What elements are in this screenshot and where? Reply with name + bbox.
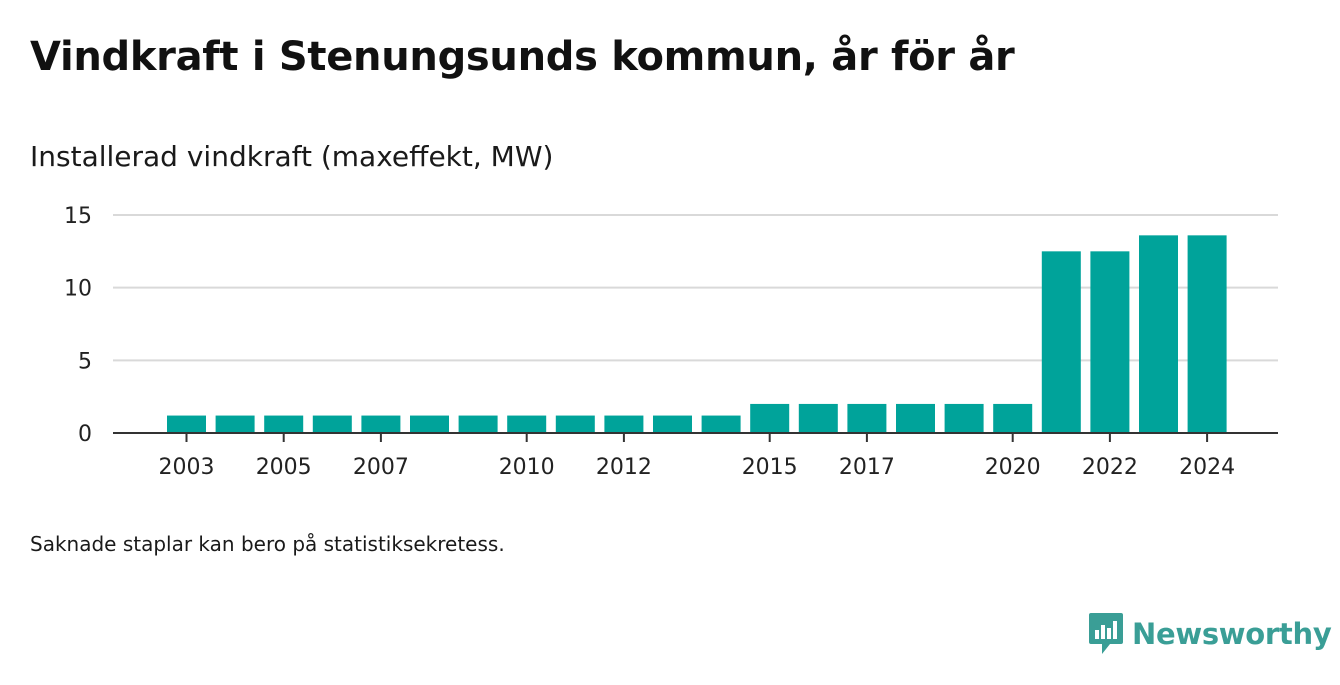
x-tick-label: 2007 xyxy=(353,455,409,480)
bar-2020 xyxy=(993,403,1033,433)
grid-lines xyxy=(113,214,1278,362)
bar-2003 xyxy=(167,415,206,433)
brand-name: Newsworthy xyxy=(1132,617,1332,651)
y-axis-label: Installerad vindkraft (maxeffekt, MW) xyxy=(30,140,554,173)
bar-2012 xyxy=(604,415,644,433)
y-tick-label: 0 xyxy=(78,422,92,447)
bar-chart: 0 5 10 15 2003 2005 2007 2010 2012 2015 2017 2020 20… xyxy=(64,204,1278,480)
brand-logo[interactable]: Newsworthy xyxy=(1088,612,1332,656)
axes: 0 5 10 15 2003 2005 2007 2010 2012 2015 2017 2020 20… xyxy=(64,204,1278,480)
x-tick-label: 2010 xyxy=(499,455,555,480)
bar-2008 xyxy=(410,415,449,433)
chat-bar-chart-icon xyxy=(1089,613,1123,654)
chart-title: Vindkraft i Stenungsunds kommun, år för … xyxy=(30,34,1015,80)
bar-2024 xyxy=(1187,235,1227,433)
bars xyxy=(167,235,1227,433)
x-tick-label: 2003 xyxy=(159,455,215,480)
bar-2023 xyxy=(1139,235,1178,433)
bar-2013 xyxy=(653,415,692,433)
bar-2022 xyxy=(1090,251,1130,433)
bar-2011 xyxy=(555,415,595,433)
x-tick-label: 2020 xyxy=(985,455,1041,480)
x-tick-label: 2005 xyxy=(256,455,312,480)
x-tick-label: 2012 xyxy=(596,455,652,480)
y-tick-label: 5 xyxy=(78,349,92,374)
x-tick-label: 2015 xyxy=(742,455,798,480)
y-tick-label: 15 xyxy=(64,204,92,229)
bar-2014 xyxy=(701,415,741,433)
bar-2006 xyxy=(312,415,352,433)
x-tick-label: 2024 xyxy=(1179,455,1235,480)
bar-2019 xyxy=(944,403,984,433)
bar-2010 xyxy=(507,415,547,433)
x-tick-label: 2022 xyxy=(1082,455,1138,480)
x-tick-label: 2017 xyxy=(839,455,895,480)
bar-2007 xyxy=(361,415,401,433)
bar-2004 xyxy=(215,415,255,433)
bar-2018 xyxy=(896,403,935,433)
bar-2005 xyxy=(264,415,304,433)
footnote: Saknade staplar kan bero på statistiksek… xyxy=(30,532,505,556)
bar-2016 xyxy=(798,403,838,433)
bar-2009 xyxy=(458,415,498,433)
bar-2017 xyxy=(847,403,887,433)
y-tick-label: 10 xyxy=(64,277,92,302)
bar-2021 xyxy=(1041,251,1081,433)
bar-2015 xyxy=(750,403,790,433)
